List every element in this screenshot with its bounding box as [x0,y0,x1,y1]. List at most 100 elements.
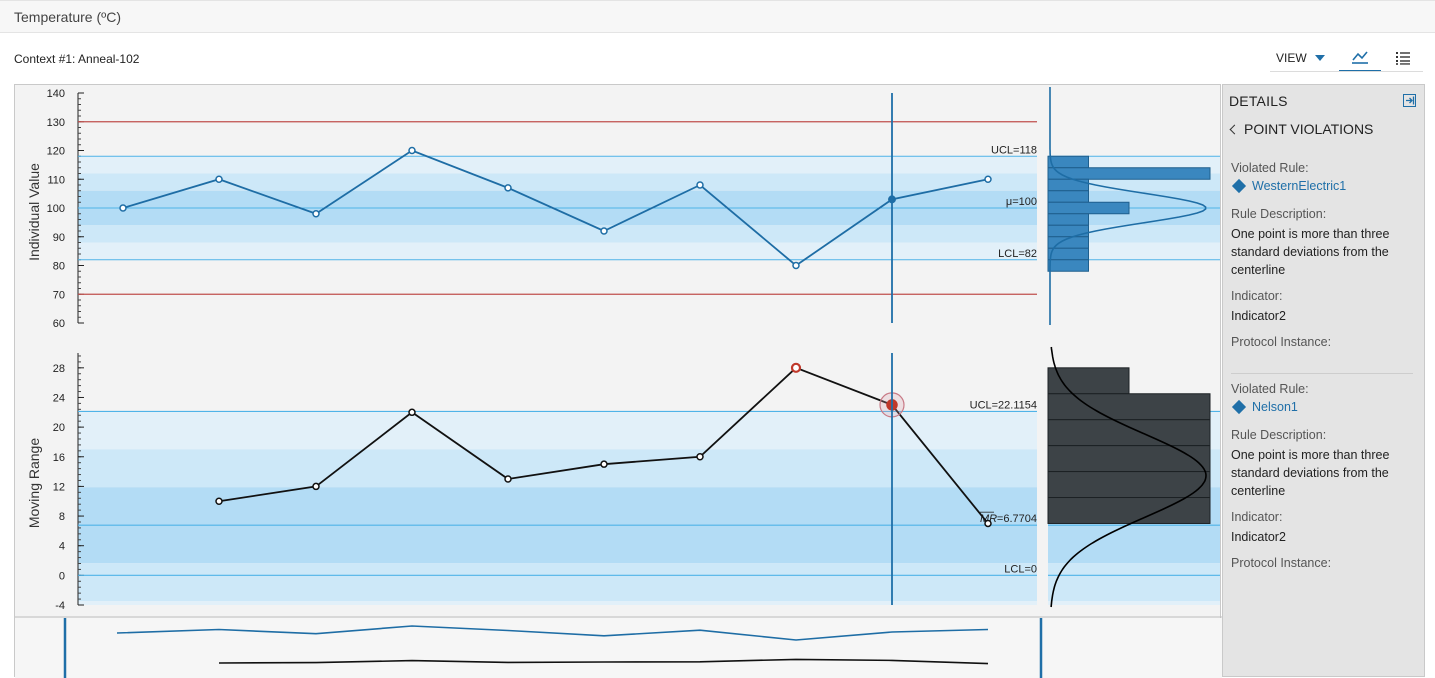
chevron-left-icon [1229,124,1240,134]
page-header: Temperature (ºC) [0,0,1435,33]
histogram-bar [1047,419,1211,447]
indicator-label: Indicator: [1231,289,1283,303]
protocol-instance-label: Protocol Instance: [1231,335,1332,349]
violated-rule-label: Violated Rule: [1231,382,1309,396]
histogram-zone [1048,225,1220,243]
data-point[interactable] [312,482,320,491]
control-zone [78,242,1037,260]
details-subtitle: POINT VIOLATIONS [1244,121,1374,137]
context-label: Context #1: Anneal-102 [14,52,140,66]
collapse-icon [1406,96,1415,105]
data-point[interactable] [792,261,800,270]
control-zone [78,449,1037,488]
rule-description-label: Rule Description: [1231,428,1327,442]
control-zone [78,411,1037,450]
histogram-bar [1047,471,1211,499]
histogram-bar [1047,178,1089,192]
histogram-bar [1047,247,1089,261]
violation-point[interactable] [790,362,802,373]
data-point[interactable] [504,184,512,192]
histogram-bar [1047,190,1089,203]
normal-curve [1049,87,1207,325]
chart-icon [1352,51,1368,64]
data-point[interactable] [984,175,992,183]
histogram-bar [1047,155,1089,169]
chart-area: 60 70 80 90 100 110 120 130 140 Individual Value U… [14,84,1222,678]
mean-label: =6.7704 [997,513,1037,525]
details-title: DETAILS [1229,93,1288,109]
tick-label: 8 [59,511,65,523]
histogram-bar [1047,367,1130,395]
diamond-icon [1231,178,1247,194]
violated-rule-name: Nelson1 [1252,400,1298,414]
data-point[interactable] [215,175,223,183]
control-zone [78,225,1037,243]
rule-description: One point is more than three standard de… [1231,227,1390,277]
control-zone [78,156,1037,174]
tick-label: 12 [53,481,65,493]
violated-rule-name: WesternElectric1 [1252,179,1347,193]
page-title: Temperature (ºC) [14,9,122,25]
normal-curve [1050,346,1207,608]
list-icon [1396,51,1410,65]
control-zone [78,563,1037,601]
histogram-zone [1048,563,1220,601]
histogram-bar [1047,201,1130,215]
lcl-label: LCL=82 [998,248,1037,260]
violation-separator [1231,373,1413,374]
indicator-label: Indicator: [1231,510,1283,524]
tick-label: 60 [53,318,65,330]
data-point[interactable] [119,204,127,212]
histogram-zone [1048,600,1220,605]
violated-rule-link[interactable]: WesternElectric1 [1231,178,1421,194]
data-point[interactable] [696,453,704,461]
ucl-label: UCL=22.1154 [970,399,1037,411]
data-point[interactable] [215,497,223,505]
tick-label: 140 [47,88,65,100]
violated-rule-link[interactable]: Nelson1 [1231,399,1421,415]
rule-description-label: Rule Description: [1231,207,1327,221]
protocol-instance-label: Protocol Instance: [1231,556,1332,570]
data-point[interactable] [408,146,416,155]
data-point[interactable] [312,210,320,218]
tick-label: 120 [47,146,65,158]
series-line [122,149,989,267]
mean-symbol: MR [980,513,997,525]
tick-label: 70 [53,289,65,301]
tick-label: 16 [53,452,65,464]
tick-label: 0 [59,570,65,582]
tick-label: 100 [47,203,65,215]
y-axis-label: Individual Value [26,163,42,261]
histogram-bar [1047,167,1211,180]
back-to-violations[interactable]: POINT VIOLATIONS [1227,121,1373,137]
y-axis-label: Moving Range [26,438,42,528]
view-dropdown[interactable]: VIEW [1276,51,1325,65]
view-label: VIEW [1276,51,1307,65]
data-point[interactable] [984,519,992,528]
data-point[interactable] [408,408,416,417]
mean-label: μ=100 [1006,196,1037,208]
tab-chart-view[interactable] [1339,44,1381,72]
violation-entry: Violated Rule: WesternElectric1 Rule Des… [1231,161,1421,353]
histogram-zone [1048,242,1220,260]
control-zone [78,173,1037,191]
tick-label: 110 [47,174,65,186]
chevron-down-icon [1314,55,1325,61]
collapse-panel-button[interactable] [1403,94,1416,107]
tick-label: 130 [47,117,65,129]
tab-underline [1270,71,1423,72]
rule-description: One point is more than three standard de… [1231,448,1390,498]
tab-list-view[interactable] [1383,44,1423,72]
histogram-bar [1047,393,1211,421]
tick-label: -4 [55,600,65,612]
data-point[interactable] [600,460,608,468]
tick-label: 28 [53,363,65,375]
data-point[interactable] [600,227,608,235]
histogram-bar [1047,259,1089,272]
tick-label: 24 [53,392,65,404]
histogram-bar [1047,445,1211,473]
data-point[interactable] [504,475,512,483]
data-point[interactable] [696,181,704,189]
histogram-bar [1047,497,1211,524]
